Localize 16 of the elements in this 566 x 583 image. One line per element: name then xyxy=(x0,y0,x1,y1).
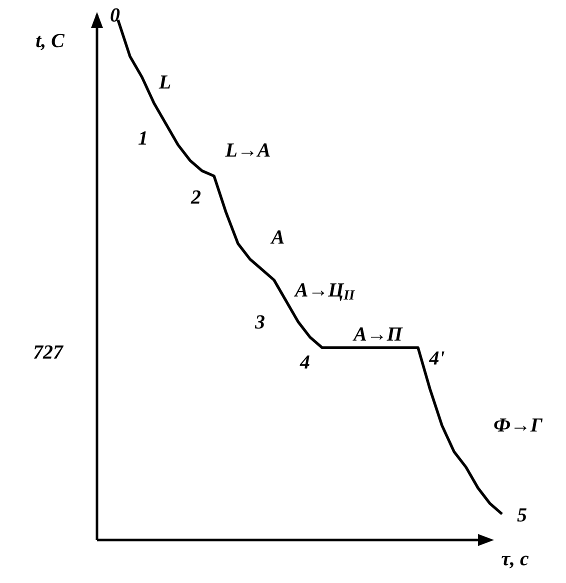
annotation: L xyxy=(158,75,170,89)
annotation: 4' xyxy=(428,351,444,365)
x-axis-title: τ, c xyxy=(502,556,529,568)
annotation: 4 xyxy=(300,355,310,369)
annotation: A→П xyxy=(352,327,403,341)
annotation: Ф→Г xyxy=(494,418,543,432)
text: 727 xyxy=(34,345,64,359)
annotation: 1 xyxy=(138,131,146,145)
annotation: A xyxy=(270,230,284,244)
annotation: 2 xyxy=(190,190,201,204)
annotation: 3 xyxy=(254,315,264,329)
y-axis-title: t, C xyxy=(36,34,65,50)
annotation: 0 xyxy=(110,8,120,22)
annotation: L→A xyxy=(225,143,270,157)
text: 5 xyxy=(517,508,526,522)
annotation: A→Ц$_{II}$ xyxy=(294,283,355,301)
